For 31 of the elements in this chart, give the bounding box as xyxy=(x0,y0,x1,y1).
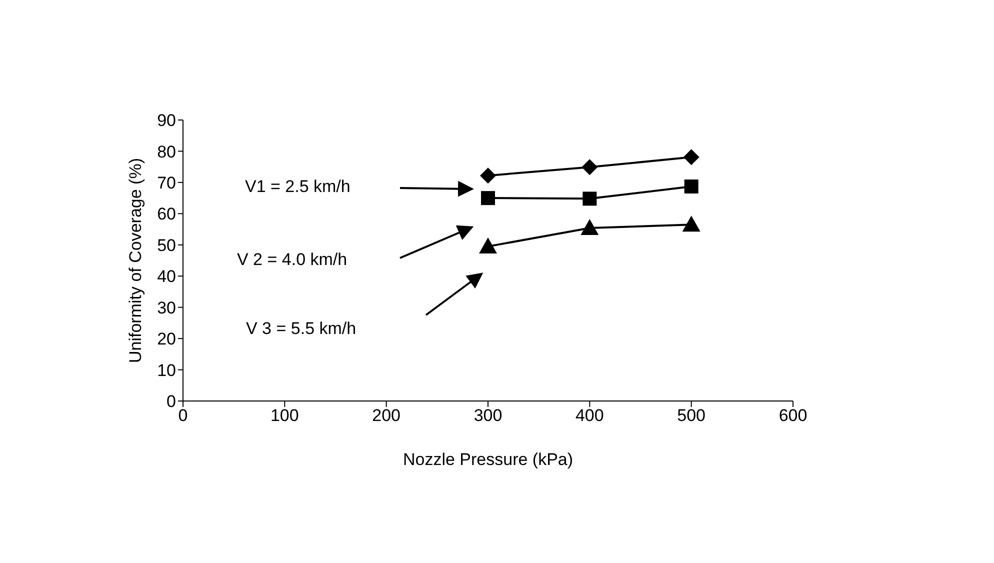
y-tick-label: 10 xyxy=(157,360,176,380)
point xyxy=(481,191,495,206)
annotation: V 2 = 4.0 km/h xyxy=(237,250,348,269)
point xyxy=(480,168,496,184)
point xyxy=(582,192,597,206)
x-tick-label: 400 xyxy=(575,406,604,426)
annotation: V1 = 2.5 km/h xyxy=(245,177,350,196)
x-axis-title: Nozzle Pressure (kPa) xyxy=(402,450,574,469)
x-tick-label: 300 xyxy=(474,406,502,426)
x-tick-label: 500 xyxy=(677,406,706,426)
point xyxy=(682,216,700,232)
y-axis-title: Uniformity of Coverage (%) xyxy=(126,158,146,364)
y-tick-label: 80 xyxy=(157,142,176,162)
point xyxy=(683,149,700,166)
y-tick-label: 90 xyxy=(157,111,176,130)
point xyxy=(582,159,598,176)
point xyxy=(479,237,497,254)
y-tick-label: 30 xyxy=(157,298,176,318)
point xyxy=(580,219,599,236)
y-tick-label: 50 xyxy=(157,236,176,255)
x-tick-label: 100 xyxy=(270,406,299,426)
y-tick-label: 70 xyxy=(157,173,176,192)
annotation: V 3 = 5.5 km/h xyxy=(246,319,356,338)
y-tick-label: 20 xyxy=(157,330,176,349)
x-tick-label: 0 xyxy=(178,406,188,426)
y-tick-label: 60 xyxy=(157,204,176,224)
y-tick-label: 0 xyxy=(166,392,176,412)
x-tick-label: 600 xyxy=(778,406,808,426)
x-tick-label: 200 xyxy=(372,406,401,426)
y-tick-label: 40 xyxy=(157,267,176,286)
point xyxy=(684,180,698,194)
